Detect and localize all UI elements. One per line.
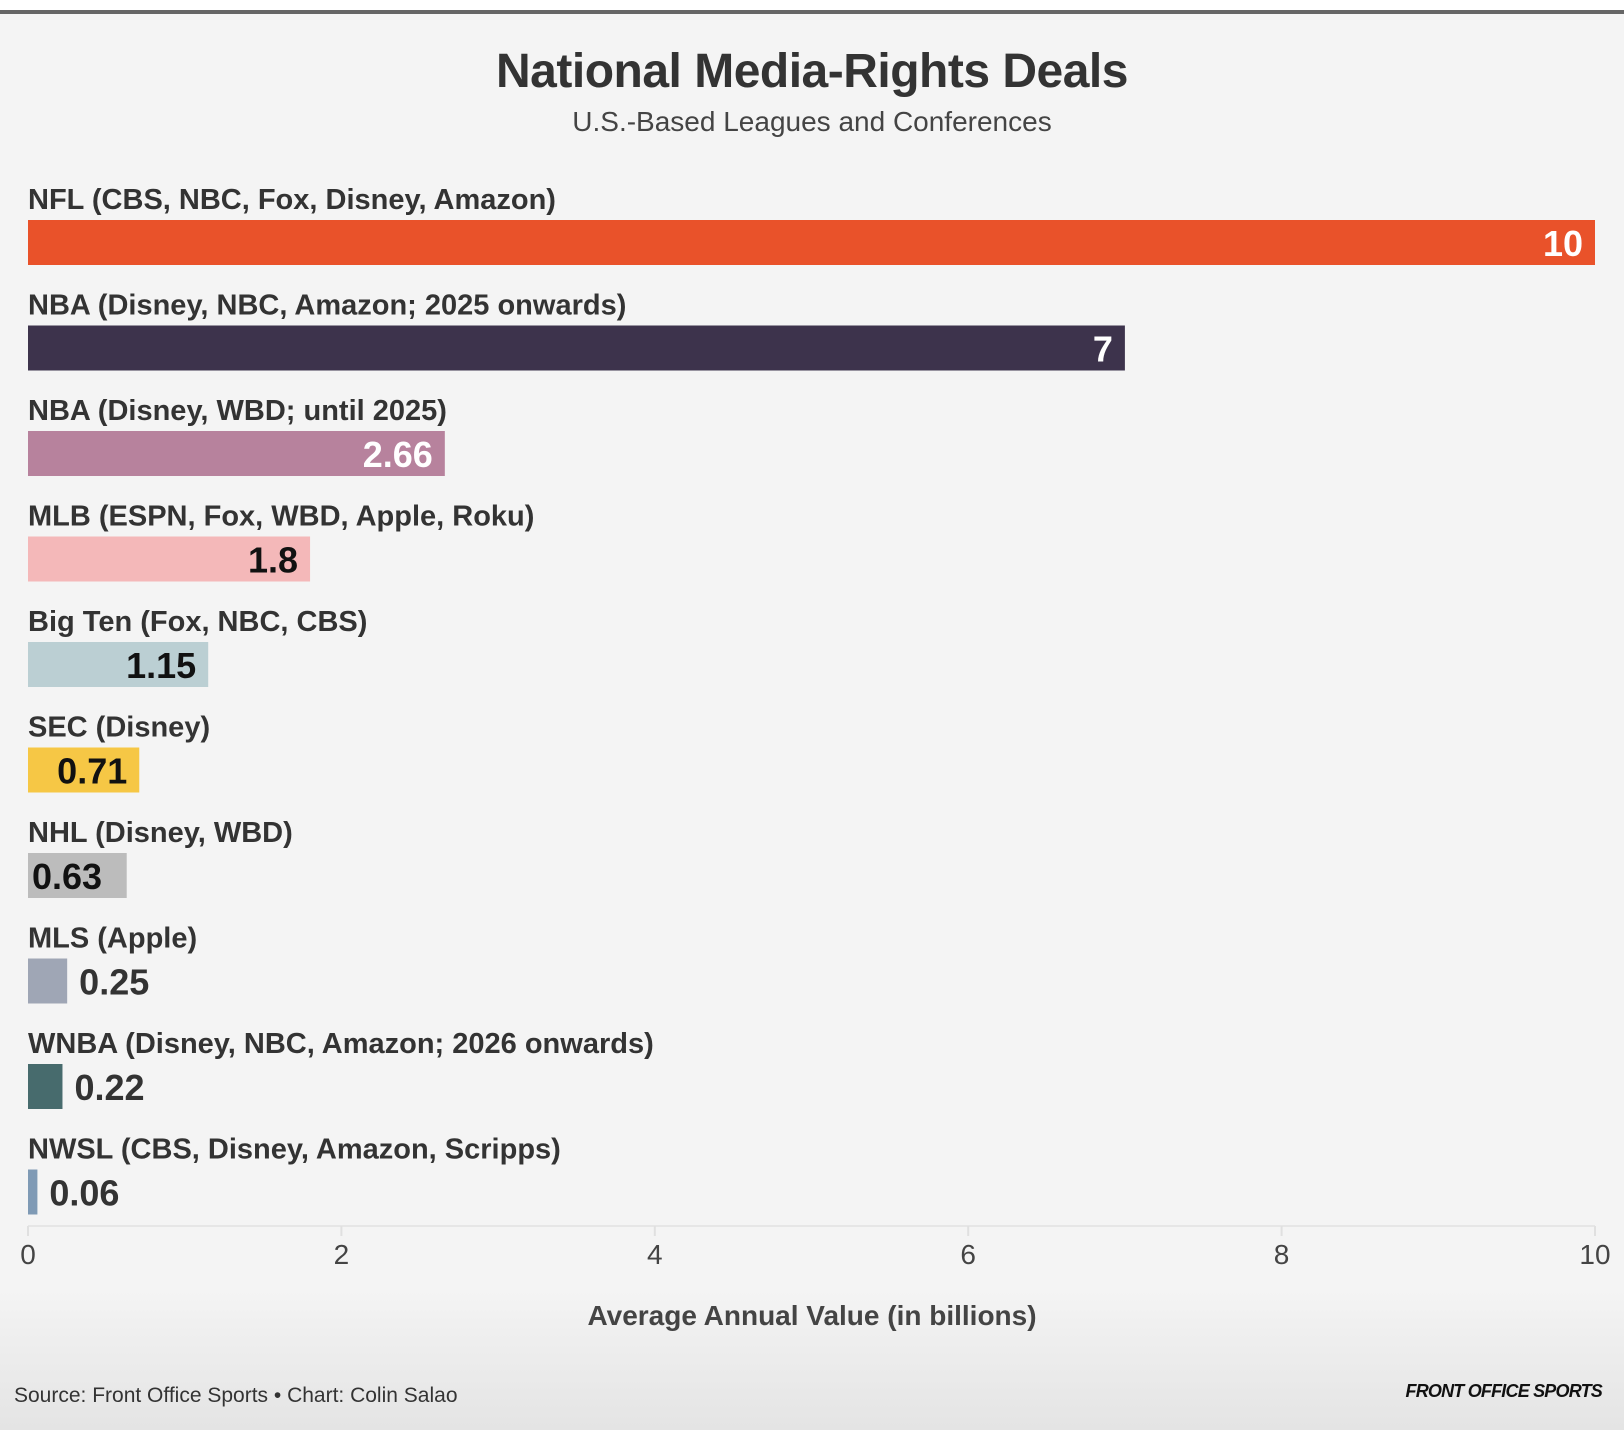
value-label: 0.63	[32, 856, 102, 897]
x-tick-label: 8	[1274, 1239, 1290, 1270]
bar-row: Big Ten (Fox, NBC, CBS) 1.15	[28, 606, 367, 687]
category-label: NBA (Disney, NBC, Amazon; 2025 onwards)	[28, 290, 626, 322]
category-label: SEC (Disney)	[28, 712, 210, 744]
x-tick-label: 6	[960, 1239, 976, 1270]
chart-title: National Media-Rights Deals	[496, 45, 1128, 98]
x-tick-label: 10	[1579, 1239, 1610, 1270]
bar-row: NWSL (CBS, Disney, Amazon, Scripps) 0.06	[28, 1134, 561, 1215]
value-label: 0.25	[79, 962, 149, 1003]
bar	[28, 958, 68, 1004]
value-label: 7	[1093, 329, 1113, 370]
bar	[28, 642, 209, 687]
bar-row: WNBA (Disney, NBC, Amazon; 2026 onwards)…	[28, 1028, 654, 1109]
bar	[28, 1169, 38, 1215]
bar-row: NBA (Disney, WBD; until 2025) 2.66	[28, 395, 447, 476]
bar	[28, 747, 140, 793]
value-label: 10	[1543, 223, 1583, 264]
x-tick-label: 4	[647, 1239, 663, 1270]
top-rule	[0, 10, 1624, 14]
bar-row: NHL (Disney, WBD) 0.63	[28, 817, 293, 898]
category-label: NBA (Disney, WBD; until 2025)	[28, 395, 447, 427]
bar-row: MLB (ESPN, Fox, WBD, Apple, Roku) 1.8	[28, 501, 534, 582]
bar	[28, 1064, 63, 1109]
bars-layer: NFL (CBS, NBC, Fox, Disney, Amazon) 10 NBA…	[28, 184, 1595, 1215]
x-axis: 0 2 4 6 8 10	[20, 1225, 1611, 1270]
value-label: 2.66	[363, 434, 433, 475]
x-axis-title: Average Annual Value (in billions)	[587, 1300, 1037, 1331]
bar-row: SEC (Disney) 0.71	[28, 712, 210, 793]
value-label: 0.06	[49, 1173, 119, 1214]
category-label: MLB (ESPN, Fox, WBD, Apple, Roku)	[28, 501, 534, 533]
category-label: MLS (Apple)	[28, 923, 197, 955]
x-tick-label: 0	[20, 1239, 36, 1270]
value-label: 1.15	[126, 645, 196, 686]
value-label: 0.22	[74, 1067, 144, 1108]
bar-row: NBA (Disney, NBC, Amazon; 2025 onwards) 7	[28, 290, 1125, 371]
source-credit: Source: Front Office Sports • Chart: Col…	[14, 1384, 458, 1407]
bar-row: NFL (CBS, NBC, Fox, Disney, Amazon) 10	[28, 184, 1595, 265]
x-tick-label: 2	[334, 1239, 350, 1270]
bar	[28, 853, 127, 898]
bar-row: MLS (Apple) 0.25	[28, 923, 197, 1004]
category-label: WNBA (Disney, NBC, Amazon; 2026 onwards)	[28, 1028, 654, 1060]
category-label: NFL (CBS, NBC, Fox, Disney, Amazon)	[28, 184, 556, 216]
value-label: 0.71	[57, 751, 127, 792]
bar	[28, 431, 445, 476]
category-label: NHL (Disney, WBD)	[28, 817, 293, 849]
bar	[28, 220, 1595, 265]
category-label: NWSL (CBS, Disney, Amazon, Scripps)	[28, 1134, 561, 1166]
value-label: 1.8	[248, 540, 298, 581]
brand-logo: FRONT OFFICE SPORTS	[1405, 1381, 1603, 1401]
bar	[28, 325, 1125, 371]
bar	[28, 536, 311, 582]
chart-subtitle: U.S.-Based Leagues and Conferences	[572, 106, 1052, 137]
category-label: Big Ten (Fox, NBC, CBS)	[28, 606, 367, 638]
